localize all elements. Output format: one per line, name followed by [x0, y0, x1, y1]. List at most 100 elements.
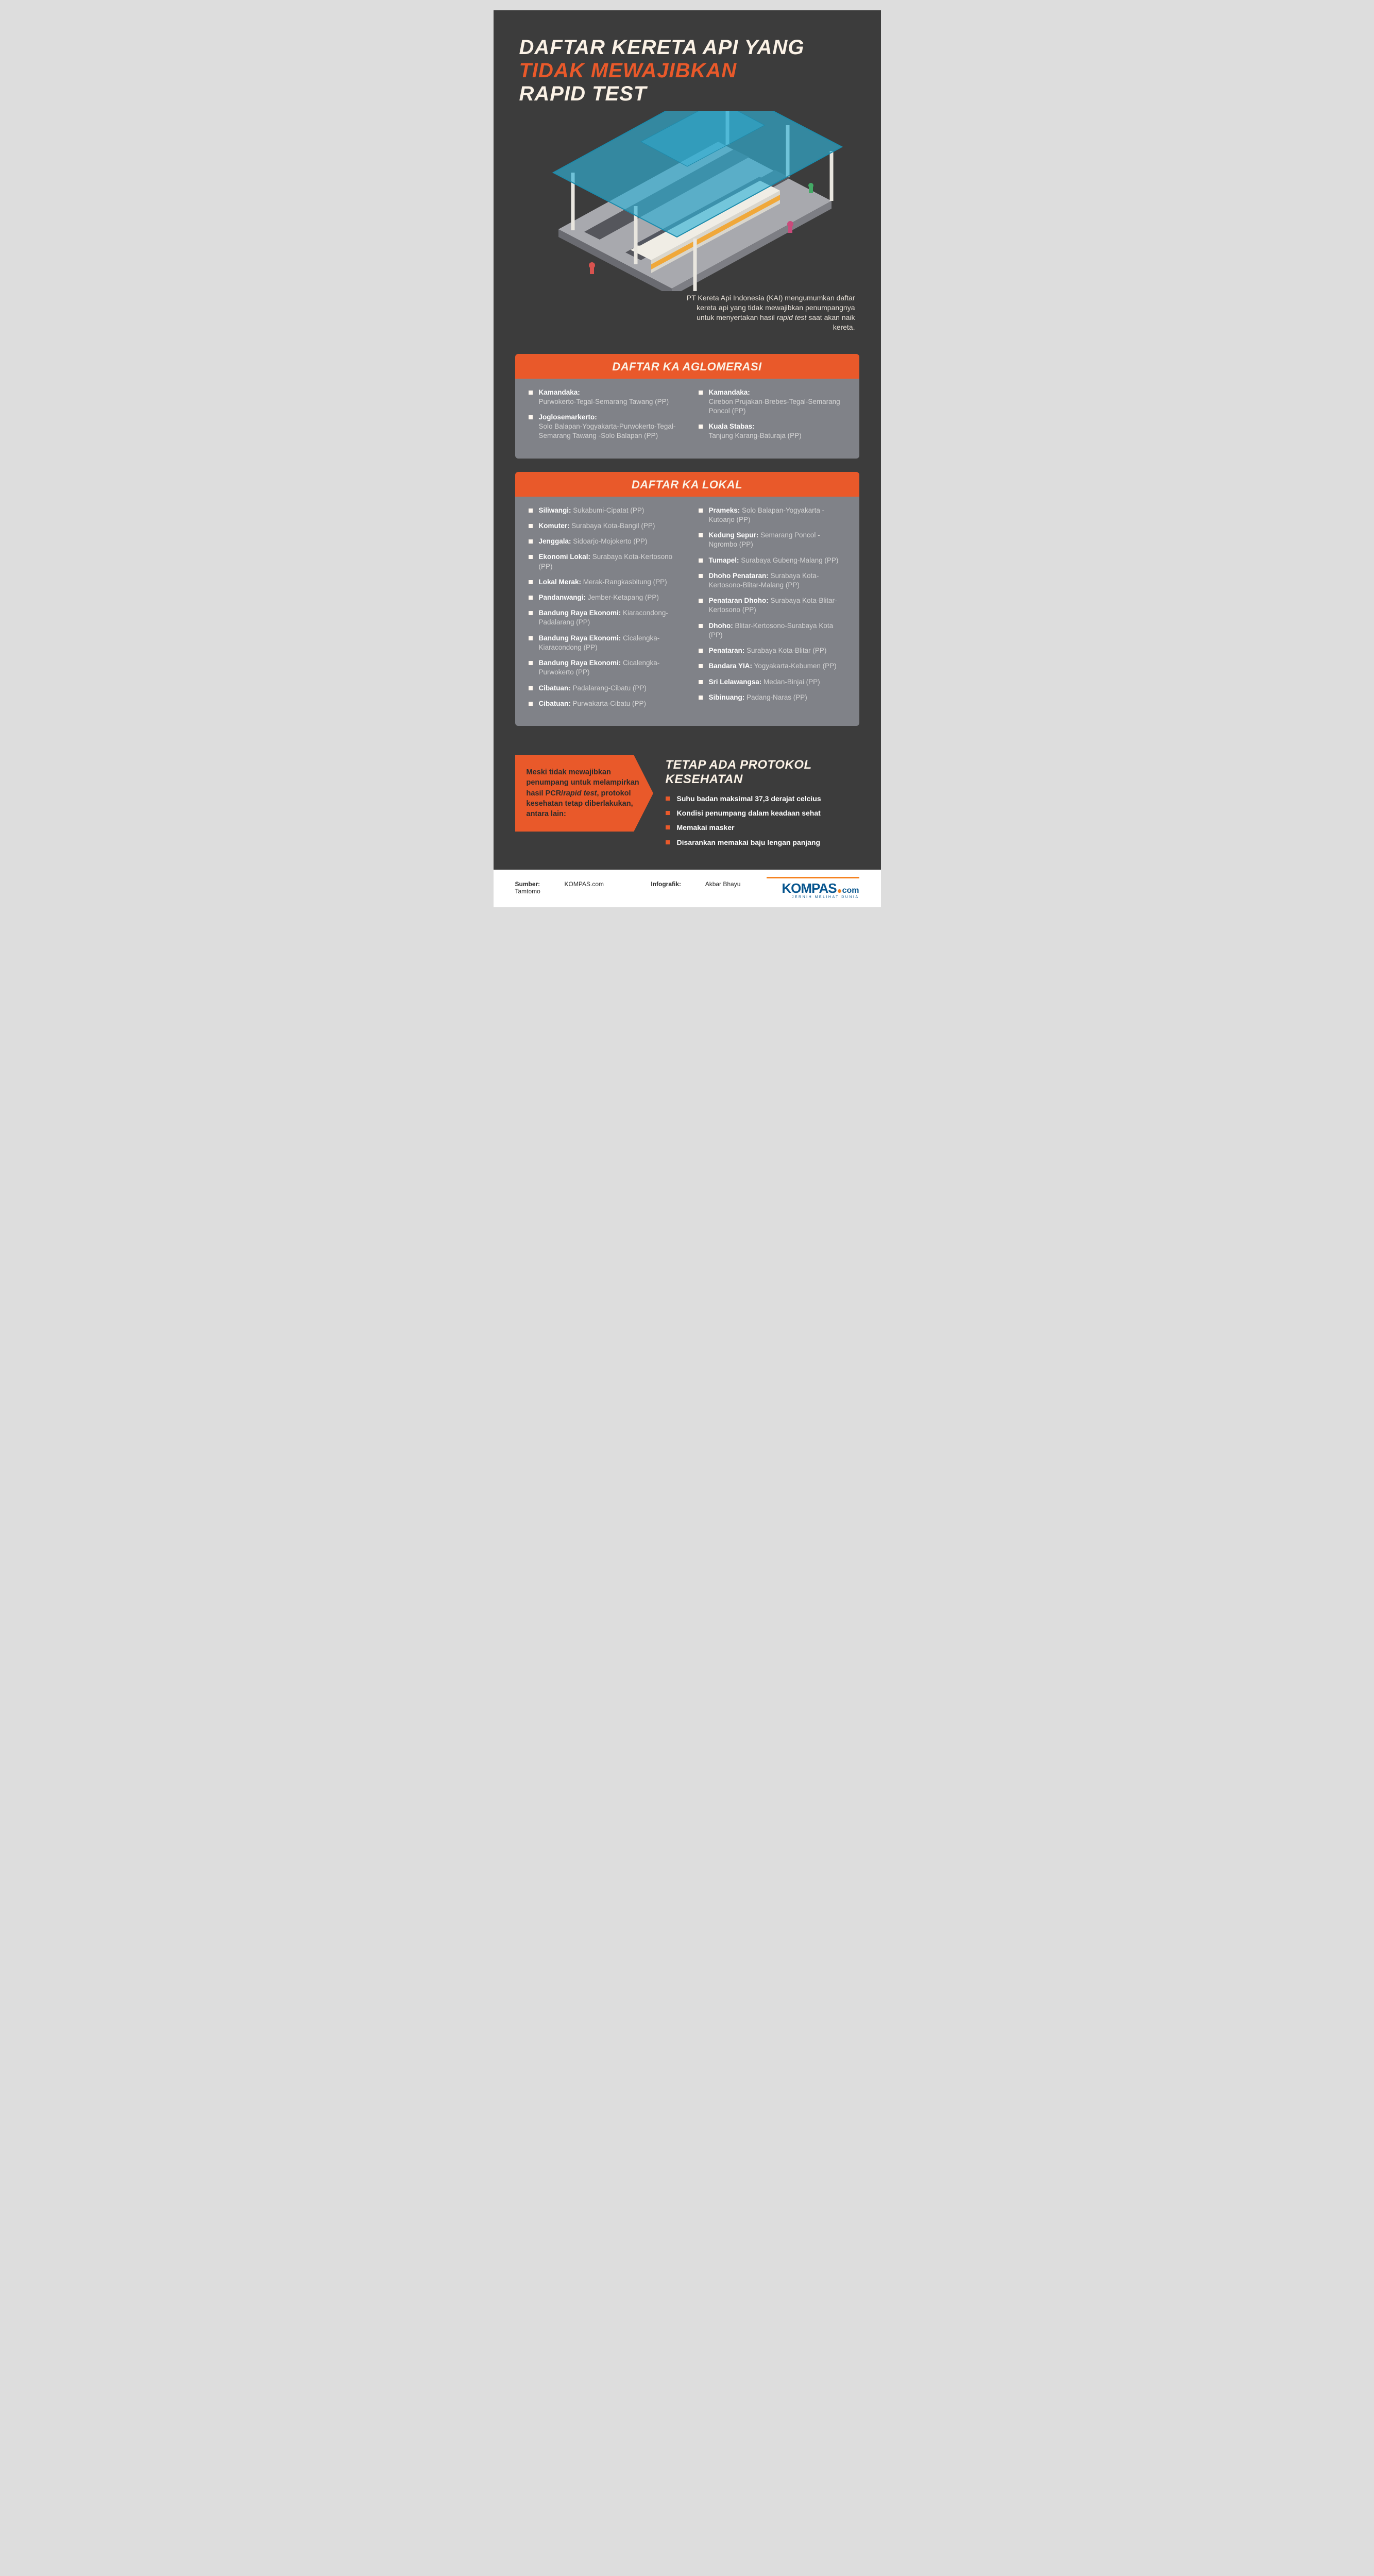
source-value: KOMPAS.com: [565, 880, 604, 888]
lokal-left-list: Siliwangi: Sukabumi-Cipatat (PP)Komuter:…: [529, 506, 676, 708]
list-item: Cibatuan: Purwakarta-Cibatu (PP): [529, 699, 676, 708]
list-item: Penataran: Surabaya Kota-Blitar (PP): [699, 646, 846, 655]
train-name: Dhoho Penataran:: [709, 572, 769, 580]
list-item: Pandanwangi: Jember-Ketapang (PP): [529, 593, 676, 602]
train-name: Dhoho:: [709, 622, 733, 630]
intro-text: PT Kereta Api Indonesia (KAI) mengumumka…: [685, 293, 855, 332]
train-route: Surabaya Kota-Blitar (PP): [744, 647, 826, 654]
train-name: Pandanwangi:: [539, 594, 586, 601]
train-name: Komuter:: [539, 522, 570, 530]
train-route: Medan-Binjai (PP): [761, 678, 820, 686]
train-name: Ekonomi Lokal:: [539, 553, 591, 561]
train-name: Kuala Stabas:: [709, 422, 846, 431]
list-item: Dhoho Penataran: Surabaya Kota-Kertosono…: [699, 571, 846, 590]
train-name: Prameks:: [709, 506, 740, 514]
train-route: Padalarang-Cibatu (PP): [571, 684, 647, 692]
list-item: Prameks: Solo Balapan-Yogyakarta -Kutoar…: [699, 506, 846, 524]
protocol-title: TETAP ADA PROTOKOL KESEHATAN: [666, 758, 859, 787]
list-item: Penataran Dhoho: Surabaya Kota-Blitar-Ke…: [699, 596, 846, 615]
protocol-block: Meski tidak mewajibkan penumpang untuk m…: [494, 755, 881, 870]
train-name: Bandung Raya Ekonomi:: [539, 609, 621, 617]
title-line-3: RAPID TEST: [519, 82, 855, 106]
list-item: Komuter: Surabaya Kota-Bangil (PP): [529, 521, 676, 531]
train-name: Jenggala:: [539, 537, 571, 545]
protocol-callout: Meski tidak mewajibkan penumpang untuk m…: [515, 755, 653, 832]
list-item: Dhoho: Blitar-Kertosono-Surabaya Kota (P…: [699, 621, 846, 640]
train-route: Solo Balapan-Yogyakarta-Purwokerto-Tegal…: [539, 422, 676, 439]
list-item: Tumapel: Surabaya Gubeng-Malang (PP): [699, 556, 846, 565]
section-body: Kamandaka:Purwokerto-Tegal-Semarang Tawa…: [515, 379, 859, 459]
callout-text: Meski tidak mewajibkan penumpang untuk m…: [515, 755, 653, 832]
list-item: Kondisi penumpang dalam keadaan sehat: [666, 808, 859, 818]
train-route: Sukabumi-Cipatat (PP): [571, 506, 644, 514]
train-route: Cirebon Prujakan-Brebes-Tegal-Semarang P…: [709, 398, 840, 415]
protocol-content: TETAP ADA PROTOKOL KESEHATAN Suhu badan …: [666, 755, 859, 852]
list-item: Bandung Raya Ekonomi: Cicalengka-Purwoke…: [529, 658, 676, 677]
list-item: Sri Lelawangsa: Medan-Binjai (PP): [699, 677, 846, 687]
list-item: Sibinuang: Padang-Naras (PP): [699, 693, 846, 702]
train-name: Kedung Sepur:: [709, 531, 759, 539]
train-name: Kamandaka:: [539, 388, 676, 397]
list-item: Lokal Merak: Merak-Rangkasbitung (PP): [529, 578, 676, 587]
train-route: Tanjung Karang-Baturaja (PP): [709, 432, 802, 439]
train-route: Surabaya Gubeng-Malang (PP): [739, 556, 839, 564]
train-name: Bandung Raya Ekonomi:: [539, 659, 621, 667]
train-route: Merak-Rangkasbitung (PP): [581, 578, 667, 586]
train-name: Bandung Raya Ekonomi:: [539, 634, 621, 642]
section-heading: DAFTAR KA LOKAL: [515, 472, 859, 497]
train-route: Jember-Ketapang (PP): [586, 594, 659, 601]
section-body: Siliwangi: Sukabumi-Cipatat (PP)Komuter:…: [515, 497, 859, 726]
train-route: Purwakarta-Cibatu (PP): [571, 700, 646, 707]
train-name: Penataran:: [709, 647, 745, 654]
main-title: DAFTAR KERETA API YANG TIDAK MEWAJIBKAN …: [519, 36, 855, 106]
train-route: Surabaya Kota-Bangil (PP): [570, 522, 655, 530]
protocol-list: Suhu badan maksimal 37,3 derajat celcius…: [666, 794, 859, 847]
train-name: Cibatuan:: [539, 700, 571, 707]
train-route: Purwokerto-Tegal-Semarang Tawang (PP): [539, 398, 669, 405]
lokal-right-list: Prameks: Solo Balapan-Yogyakarta -Kutoar…: [699, 506, 846, 702]
list-item: Cibatuan: Padalarang-Cibatu (PP): [529, 684, 676, 693]
list-item: Joglosemarkerto:Solo Balapan-Yogyakarta-…: [529, 413, 676, 441]
title-line-1: DAFTAR KERETA API YANG: [519, 36, 855, 59]
section-lokal: DAFTAR KA LOKAL Siliwangi: Sukabumi-Cipa…: [515, 472, 859, 726]
kompas-logo: KOMPAS com JERNIH MELIHAT DUNIA: [767, 877, 859, 899]
list-item: Bandung Raya Ekonomi: Kiaracondong-Padal…: [529, 608, 676, 627]
section-aglomerasi: DAFTAR KA AGLOMERASI Kamandaka:Purwokert…: [515, 354, 859, 459]
logo-word: KOMPAS: [782, 880, 836, 896]
aglomerasi-left-list: Kamandaka:Purwokerto-Tegal-Semarang Tawa…: [529, 388, 676, 441]
train-name: Joglosemarkerto:: [539, 413, 676, 422]
sections-container: DAFTAR KA AGLOMERASI Kamandaka:Purwokert…: [494, 354, 881, 755]
train-name: Cibatuan:: [539, 684, 571, 692]
list-item: Jenggala: Sidoarjo-Mojokerto (PP): [529, 537, 676, 546]
source-label: Sumber:: [515, 880, 540, 888]
train-route: Sidoarjo-Mojokerto (PP): [571, 537, 648, 545]
logo-rule: [767, 877, 859, 878]
train-route: Padang-Naras (PP): [744, 693, 807, 701]
train-name: Siliwangi:: [539, 506, 571, 514]
list-item: Bandara YIA: Yogyakarta-Kebumen (PP): [699, 662, 846, 671]
train-name: Kamandaka:: [709, 388, 846, 397]
train-name: Lokal Merak:: [539, 578, 582, 586]
logo-ext: com: [842, 886, 859, 895]
footer: Sumber: KOMPAS.com Infografik: Akbar Bha…: [494, 870, 881, 907]
logo-dot-icon: [838, 889, 841, 893]
train-name: Sri Lelawangsa:: [709, 678, 762, 686]
aglomerasi-right-list: Kamandaka:Cirebon Prujakan-Brebes-Tegal-…: [699, 388, 846, 441]
list-item: Memakai masker: [666, 823, 859, 832]
credit-label: Infografik:: [651, 880, 681, 888]
list-item: Kamandaka:Cirebon Prujakan-Brebes-Tegal-…: [699, 388, 846, 416]
title-line-2: TIDAK MEWAJIBKAN: [519, 59, 855, 82]
train-name: Tumapel:: [709, 556, 739, 564]
list-item: Disarankan memakai baju lengan panjang: [666, 838, 859, 847]
section-heading: DAFTAR KA AGLOMERASI: [515, 354, 859, 379]
train-name: Bandara YIA:: [709, 662, 753, 670]
infographic-page: DAFTAR KERETA API YANG TIDAK MEWAJIBKAN …: [494, 10, 881, 907]
train-name: Penataran Dhoho:: [709, 597, 769, 604]
list-item: Kamandaka:Purwokerto-Tegal-Semarang Tawa…: [529, 388, 676, 406]
train-name: Sibinuang:: [709, 693, 745, 701]
list-item: Ekonomi Lokal: Surabaya Kota-Kertosono (…: [529, 552, 676, 571]
station-illustration: [522, 111, 852, 291]
list-item: Siliwangi: Sukabumi-Cipatat (PP): [529, 506, 676, 515]
list-item: Kuala Stabas:Tanjung Karang-Baturaja (PP…: [699, 422, 846, 440]
list-item: Suhu badan maksimal 37,3 derajat celcius: [666, 794, 859, 803]
